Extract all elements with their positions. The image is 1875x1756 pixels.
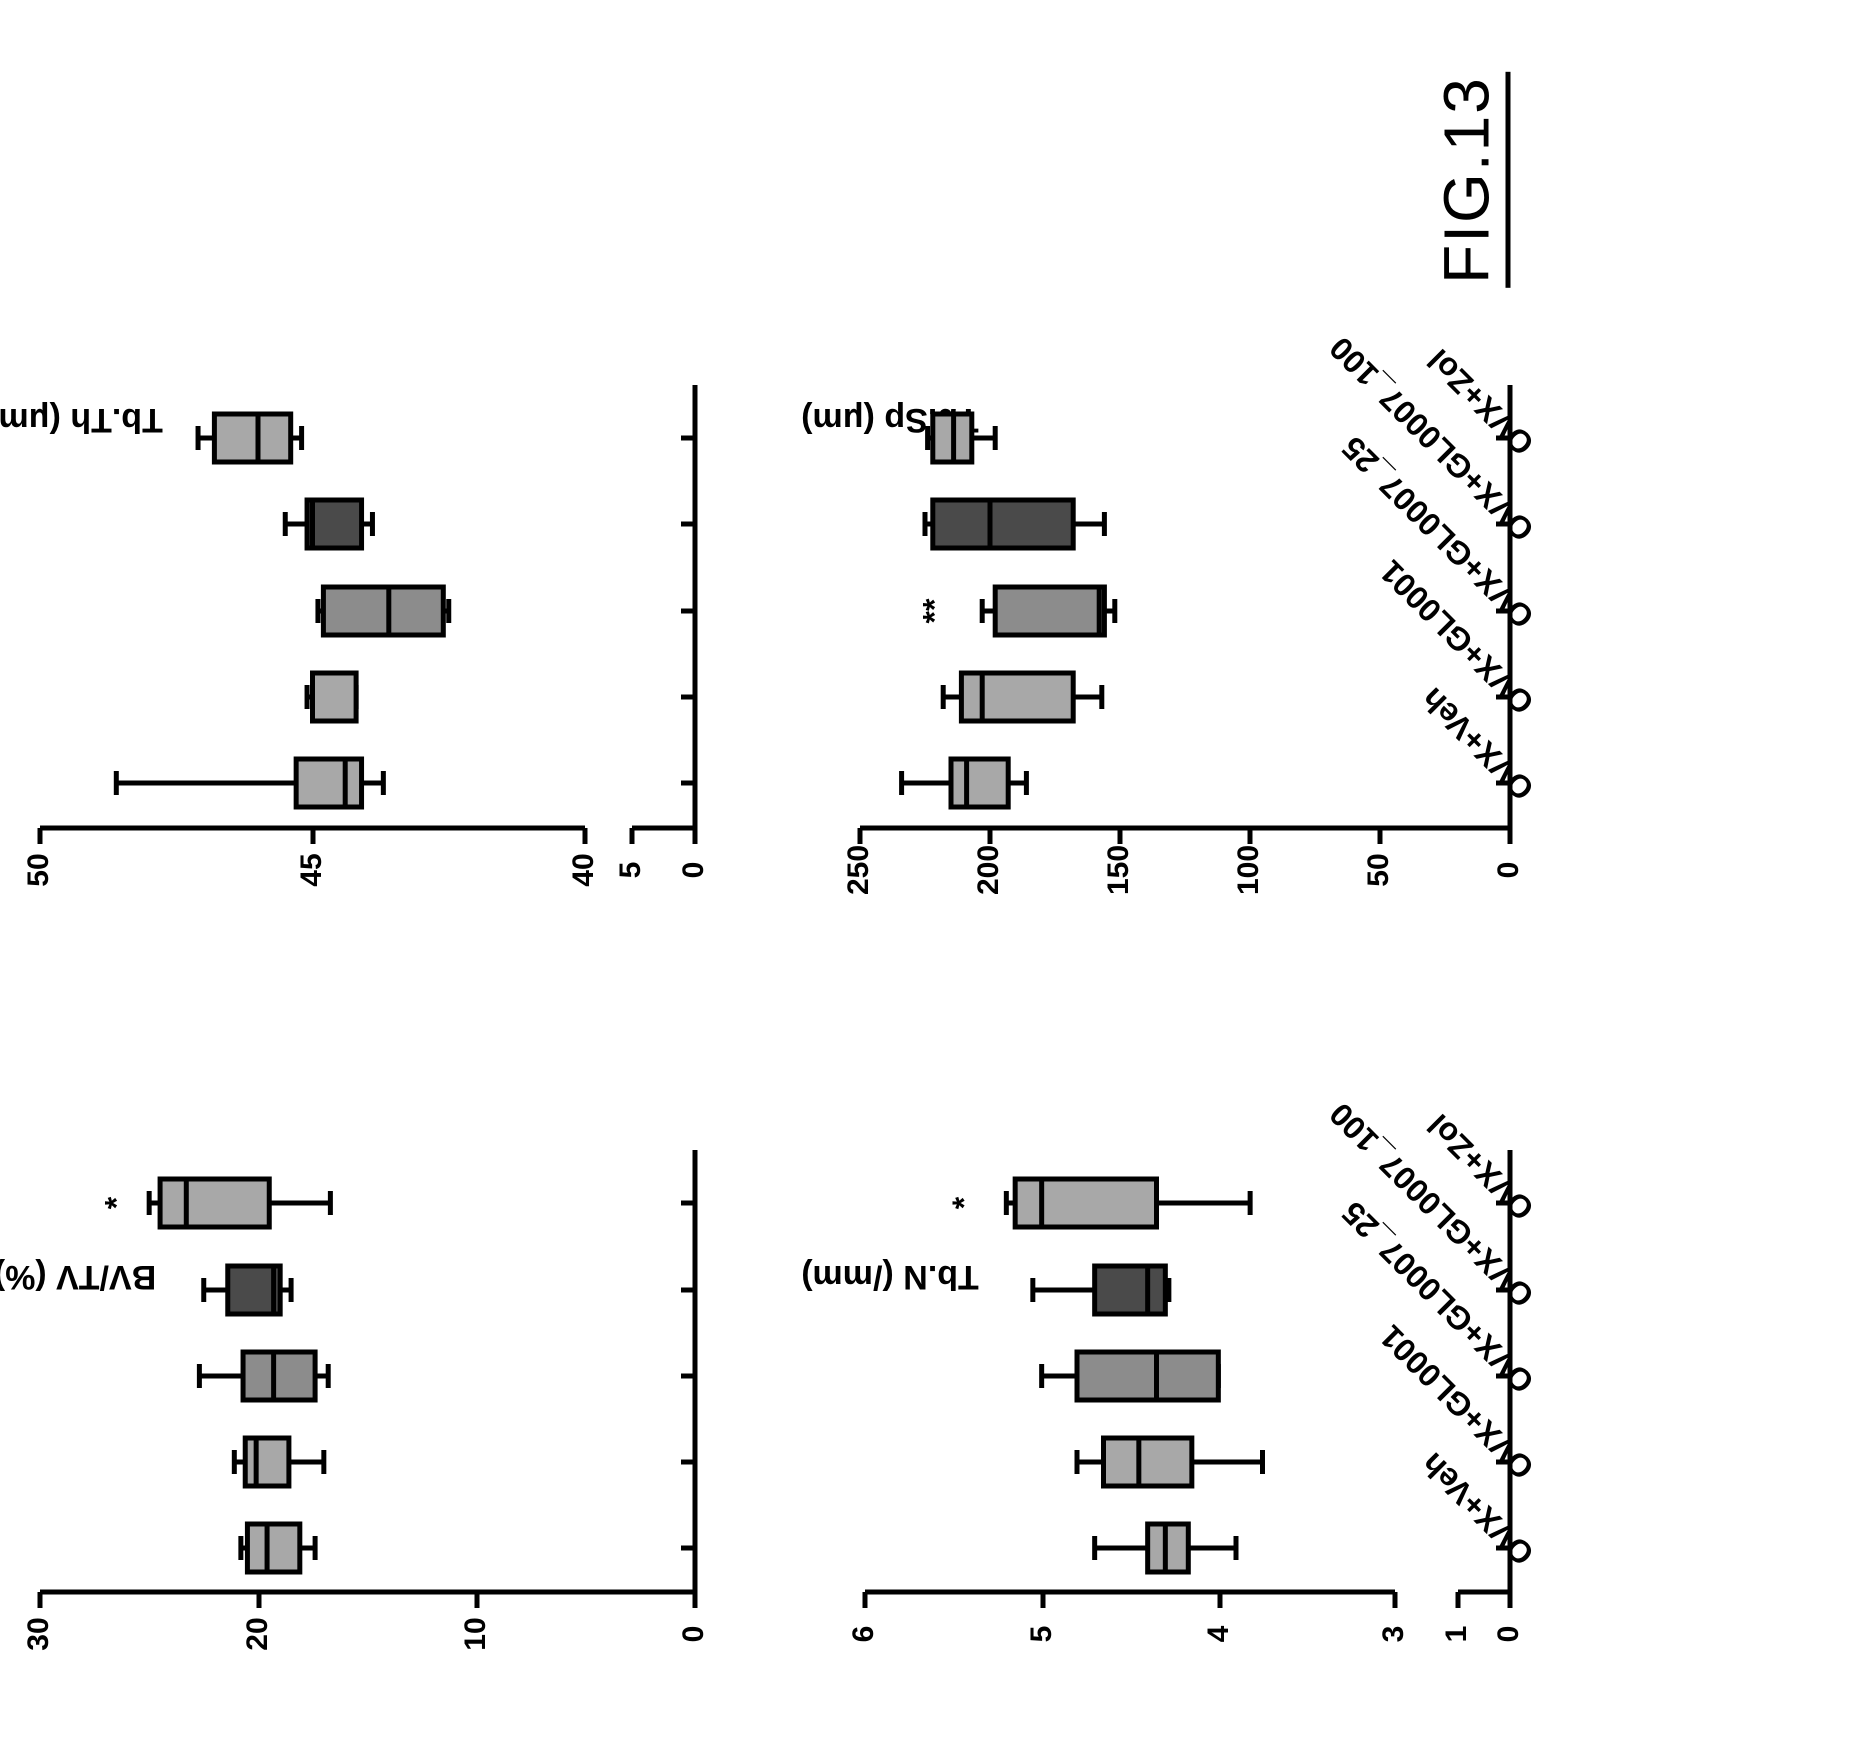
chart-panel-1: 0 10 20 30 BV/TV (%) * [0,1150,710,1651]
box-iqr [958,670,1076,724]
box-iqr [211,411,294,465]
box-plot-3 [1039,1349,1510,1403]
box-plot-5: * [946,1176,1510,1230]
value-tick-label: 6 [847,1626,880,1643]
axis-title: Tb.Th (μm) [0,401,163,439]
value-tick-label: 45 [295,853,328,886]
box-iqr [930,497,1076,551]
box-iqr [1074,1349,1221,1403]
significance-marker: * [99,1196,135,1209]
significance-marker: ** [917,598,953,623]
box-plot-4 [201,1263,695,1317]
box-iqr [1145,1521,1191,1575]
value-tick-label: 0 [1492,1626,1525,1643]
box-plot-4 [282,497,695,551]
box-iqr [244,1521,303,1575]
box-iqr [157,1176,272,1230]
box-iqr [948,756,1011,810]
category-label: OVX+GL0001 [1373,1318,1541,1486]
value-tick-label: 30 [22,1617,55,1650]
value-tick-label: 200 [972,845,1005,895]
box-iqr [310,670,359,724]
box-iqr [320,584,446,638]
category-label: OVX+GL0001 [1373,553,1541,721]
box-plot-1 [238,1521,695,1575]
value-tick-label: 10 [459,1617,492,1650]
box-plot-5 [925,411,1510,465]
box-iqr [1012,1176,1160,1230]
box-plot-4 [922,497,1510,551]
box-plot-3 [315,584,695,638]
value-tick-label: 250 [842,845,875,895]
box-iqr [293,756,365,810]
axis-title: BV/TV (%) [0,1258,156,1296]
box-plot-5: * [99,1176,695,1230]
significance-marker: * [946,1196,982,1209]
value-tick-label: 150 [1102,845,1135,895]
box-iqr [240,1349,318,1403]
chart-panel-2: 0 5 40 45 50 Tb.Th (μm) [0,385,710,887]
figure-label-text: FIG.13 [1429,72,1511,288]
box-iqr [242,1435,292,1489]
box-iqr [992,584,1107,638]
box-plot-1 [899,756,1510,810]
value-tick-label: 3 [1377,1626,1410,1643]
box-plot-5 [195,411,695,465]
box-plot-2 [1074,1435,1510,1489]
box-plot-1 [113,756,695,810]
value-tick-label: 0 [677,862,710,879]
figure-label: FIG.13 [1400,72,1540,288]
box-iqr [304,497,365,551]
value-tick-label: 4 [1202,1625,1235,1642]
value-tick-label: 100 [1232,845,1265,895]
box-plot-2 [304,670,695,724]
box-plot-2 [231,1435,695,1489]
box-iqr [1092,1263,1168,1317]
value-tick-label: 50 [1362,853,1395,886]
value-tick-label: 5 [614,862,647,879]
box-plot-1 [1092,1521,1510,1575]
value-tick-label: 0 [677,1626,710,1643]
value-tick-label: 20 [241,1617,274,1650]
value-tick-label: 0 [1492,862,1525,879]
box-plot-4 [1030,1263,1510,1317]
value-tick-label: 1 [1440,1626,1473,1643]
value-tick-label: 40 [567,853,600,886]
box-iqr [1101,1435,1195,1489]
box-plot-3: ** [917,584,1510,638]
box-plot-2 [940,670,1510,724]
box-plot-3 [196,1349,695,1403]
value-tick-label: 5 [1025,1626,1058,1643]
axis-title: Tb.N (/mm) [801,1258,979,1296]
value-tick-label: 50 [22,853,55,886]
